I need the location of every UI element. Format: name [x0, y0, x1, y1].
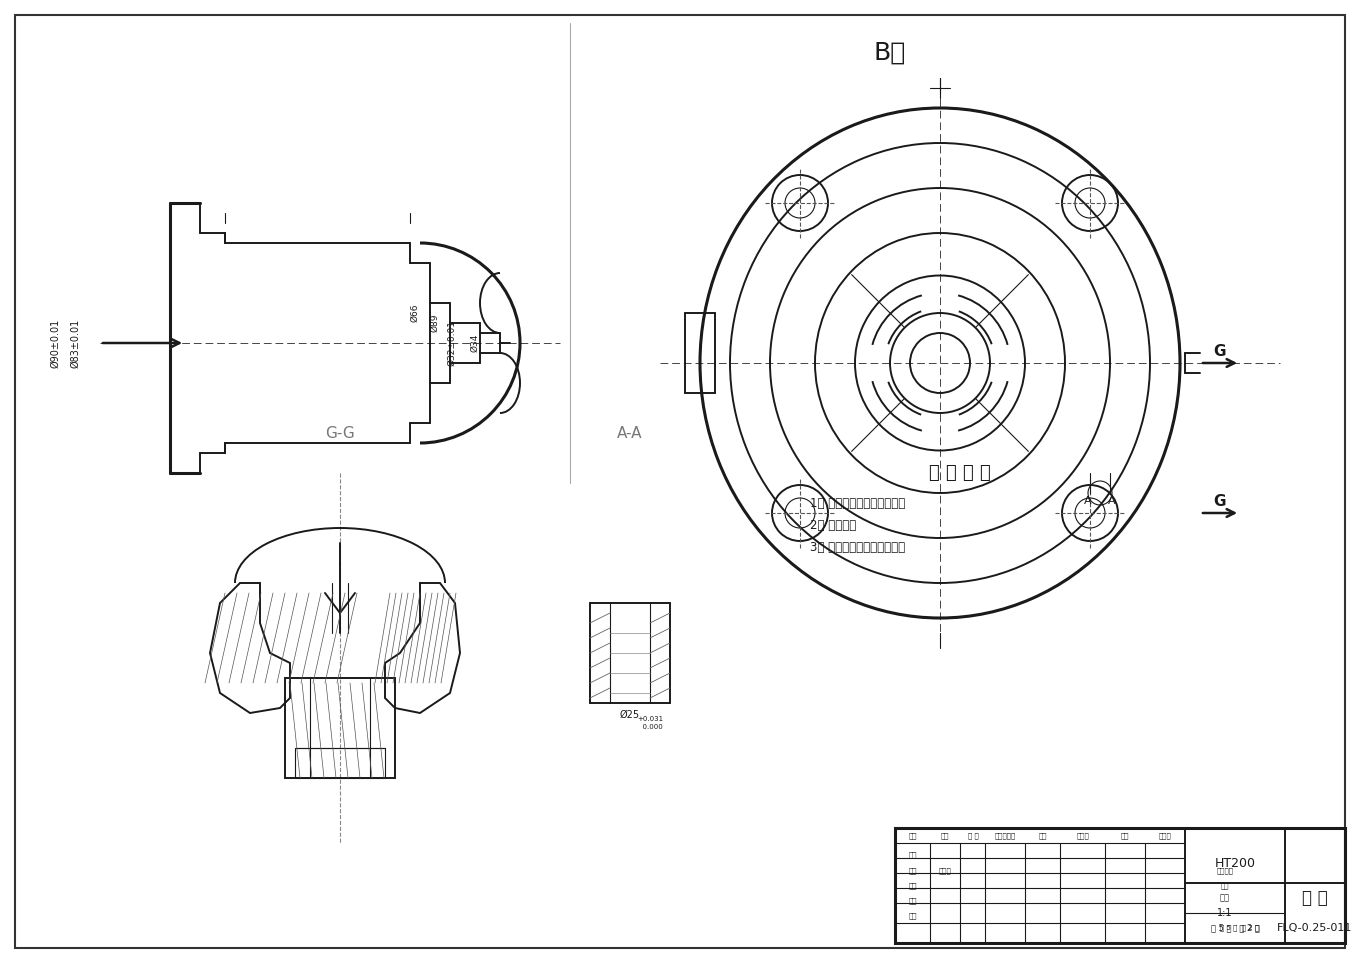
Text: 标记: 标记: [908, 851, 917, 858]
Text: 2， 时效处理: 2， 时效处理: [811, 518, 857, 532]
Text: +0.031: +0.031: [636, 716, 664, 722]
Text: G: G: [1213, 493, 1227, 508]
Text: 工艺: 工艺: [908, 898, 917, 904]
Text: 数量: 数量: [1221, 883, 1229, 889]
Text: 设计: 设计: [908, 868, 917, 874]
Text: A: A: [1108, 496, 1115, 506]
Text: 1， 不加工的表面腕平喷灰漆: 1， 不加工的表面腕平喷灰漆: [811, 497, 906, 509]
Text: 3， 铸件按要求进行压力试验: 3， 铸件按要求进行压力试验: [811, 540, 906, 554]
Text: 共 5 张   第 2 张: 共 5 张 第 2 张: [1210, 924, 1259, 932]
Text: Ø83±0.01: Ø83±0.01: [69, 319, 80, 368]
Text: Ø89: Ø89: [431, 314, 439, 332]
Text: 1:1: 1:1: [1217, 908, 1232, 918]
Text: 共 5 张  第 2 张: 共 5 张 第 2 张: [1220, 924, 1259, 931]
Text: A-A: A-A: [617, 426, 643, 440]
Text: 数量: 数量: [941, 833, 949, 840]
Bar: [895, 828, 1345, 943]
Text: B向: B向: [874, 41, 906, 65]
Text: 年月日: 年月日: [1159, 833, 1171, 840]
Text: 壳 体: 壳 体: [1302, 889, 1327, 907]
Bar: [295, 748, 385, 778]
Text: G-G: G-G: [325, 426, 355, 440]
Text: FLQ-0.25-011: FLQ-0.25-011: [1277, 923, 1353, 933]
Text: Ø34: Ø34: [471, 334, 480, 352]
Text: 更改文件号: 更改文件号: [994, 833, 1016, 840]
Text: 批准: 批准: [908, 913, 917, 920]
Text: 比例: 比例: [1220, 894, 1229, 902]
Text: 审核标记: 审核标记: [1216, 868, 1234, 874]
Text: 签名: 签名: [1121, 833, 1129, 840]
Text: Ø66: Ø66: [411, 303, 419, 323]
Text: Ø90±0.01: Ø90±0.01: [50, 319, 60, 368]
Text: A: A: [1084, 496, 1092, 506]
Text: HT200: HT200: [1214, 856, 1255, 870]
Text: 王志勇: 王志勇: [938, 868, 952, 874]
Text: 技 术 要 求: 技 术 要 求: [929, 464, 991, 482]
Text: 签名: 签名: [1039, 833, 1047, 840]
Text: 0.000: 0.000: [638, 724, 662, 730]
Text: G: G: [1213, 344, 1227, 358]
Bar: [286, 678, 394, 778]
Text: Ø25: Ø25: [620, 710, 641, 720]
Text: Ø32±0.01: Ø32±0.01: [447, 320, 457, 366]
Text: 标记: 标记: [908, 833, 917, 840]
Text: 年月日: 年月日: [1077, 833, 1089, 840]
Text: 分 区: 分 区: [967, 833, 978, 840]
Text: 审核: 审核: [908, 883, 917, 889]
